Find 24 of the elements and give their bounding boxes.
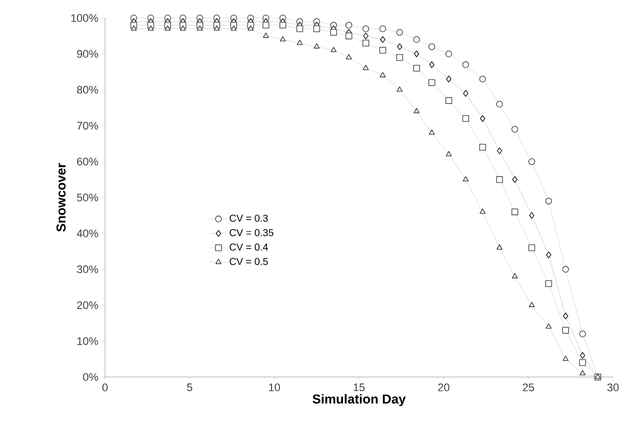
legend-label: CV = 0.5	[230, 258, 268, 266]
y-tick-label: 100%	[71, 14, 98, 22]
y-tick-label: 0%	[83, 373, 98, 381]
y-tick-label: 60%	[77, 158, 98, 166]
y-tick-label: 40%	[76, 230, 98, 238]
legend-label: CV = 0.3	[230, 214, 268, 222]
legend-label: CV = 0.4	[230, 244, 268, 251]
y-tick-label: 30%	[76, 265, 98, 274]
y-tick-label: 10%	[77, 337, 98, 345]
y-tick-label: 70%	[77, 122, 98, 130]
x-tick-label: 15	[354, 384, 365, 392]
y-tick-label: 90%	[77, 50, 98, 58]
x-tick-label: 30	[607, 384, 619, 392]
x-tick-label: 25	[522, 384, 534, 392]
y-tick-label: 20%	[77, 301, 98, 310]
y-tick-label: 50%	[77, 194, 98, 202]
x-tick-label: 20	[438, 384, 450, 392]
x-tick-label: 5	[187, 384, 192, 392]
legend-label: CV = 0.35	[230, 229, 274, 236]
x-axis-title: Simulation Day	[312, 394, 406, 406]
x-tick-label: 0	[102, 384, 108, 392]
x-tick-label: 10	[269, 384, 280, 392]
y-tick-label: 80%	[77, 86, 98, 94]
y-axis-title: Snowcover	[56, 163, 66, 232]
